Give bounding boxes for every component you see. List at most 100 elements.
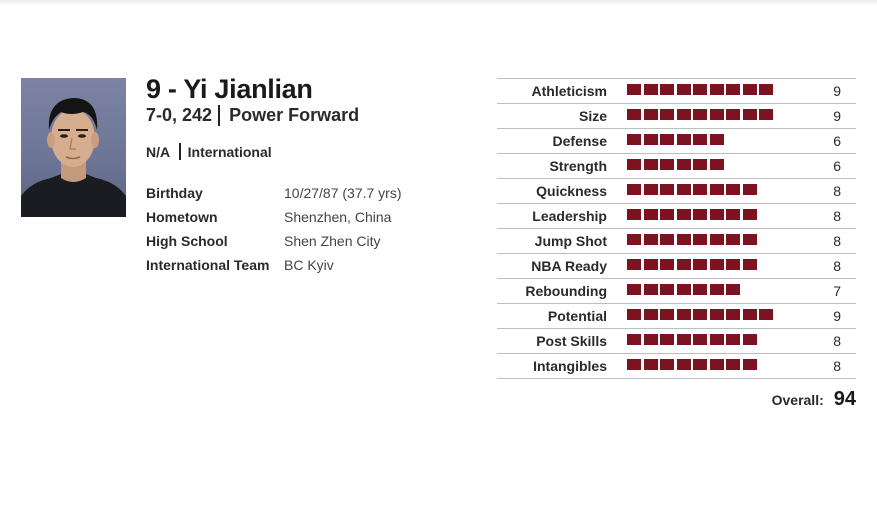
rating-bar-segment <box>627 234 641 245</box>
rating-bar-segment <box>693 309 707 320</box>
rating-row: Quickness 8 <box>497 179 856 204</box>
rating-bar-segment <box>693 359 707 370</box>
rating-bar-segment <box>726 309 740 320</box>
rating-bar-segment <box>742 234 757 245</box>
rating-bar <box>627 109 776 120</box>
rating-bar-segment <box>643 309 658 320</box>
rating-bar-segment <box>643 359 658 370</box>
rating-bar <box>627 159 726 170</box>
rating-label: Leadership <box>532 208 607 224</box>
rating-bar-segment <box>693 209 707 220</box>
rating-bar-segment <box>676 259 691 270</box>
rating-row: Strength 6 <box>497 154 856 179</box>
rating-bar-segment <box>759 109 773 120</box>
rating-bar <box>627 284 743 295</box>
rating-bar-segment <box>726 109 740 120</box>
rating-bar-segment <box>660 284 674 295</box>
player-size-position: 7-0, 242 Power Forward <box>146 105 359 126</box>
rating-bar <box>627 234 759 245</box>
rating-bar-segment <box>643 284 658 295</box>
rating-bar-segment <box>759 84 773 95</box>
player-position: Power Forward <box>229 105 360 125</box>
rating-bar-segment <box>726 209 740 220</box>
rating-bar-segment <box>660 184 674 195</box>
rating-value: 6 <box>833 158 841 174</box>
rating-bar-segment <box>627 184 641 195</box>
rating-bar-segment <box>643 184 658 195</box>
rating-bar-segment <box>676 334 691 345</box>
rating-row: Intangibles 8 <box>497 354 856 379</box>
rating-bar-segment <box>726 184 740 195</box>
rating-bar-segment <box>627 109 641 120</box>
rating-value: 7 <box>833 283 841 299</box>
rating-value: 8 <box>833 208 841 224</box>
rating-bar-segment <box>643 84 658 95</box>
rating-label: Strength <box>549 158 607 174</box>
player-details: Birthday 10/27/87 (37.7 yrs) Hometown Sh… <box>146 181 402 277</box>
player-college: N/A <box>146 143 171 160</box>
rating-label: Jump Shot <box>534 233 607 249</box>
rating-bar-segment <box>726 334 740 345</box>
rating-bar <box>627 134 726 145</box>
rating-row: Post Skills 8 <box>497 329 856 354</box>
rating-bar-segment <box>709 284 724 295</box>
rating-row: Rebounding 7 <box>497 279 856 304</box>
rating-bar <box>627 359 759 370</box>
rating-bar-segment <box>676 284 691 295</box>
divider <box>218 105 221 126</box>
rating-bar-segment <box>660 159 674 170</box>
detail-value: Shen Zhen City <box>284 233 381 249</box>
overall-label: Overall: <box>771 392 824 408</box>
rating-label: Quickness <box>536 183 607 199</box>
rating-row: Jump Shot 8 <box>497 229 856 254</box>
detail-label: High School <box>146 233 228 249</box>
rating-bar-segment <box>759 309 773 320</box>
rating-bar-segment <box>643 134 658 145</box>
rating-value: 9 <box>833 308 841 324</box>
rating-row: Size 9 <box>497 104 856 129</box>
overall-value: 94 <box>833 388 856 410</box>
rating-bar-segment <box>676 159 691 170</box>
rating-bar-segment <box>693 284 707 295</box>
rating-bar-segment <box>660 359 674 370</box>
player-name: 9 - Yi Jianlian <box>146 74 313 104</box>
rating-bar-segment <box>742 84 757 95</box>
rating-bar-segment <box>709 109 724 120</box>
rating-bar-segment <box>709 359 724 370</box>
detail-label: Birthday <box>146 185 203 201</box>
overall-rating: Overall: 94 <box>740 388 856 411</box>
rating-bar-segment <box>627 159 641 170</box>
detail-row-hometown: Hometown Shenzhen, China <box>146 205 402 229</box>
rating-bar-segment <box>643 334 658 345</box>
rating-value: 9 <box>833 83 841 99</box>
rating-bar-segment <box>660 259 674 270</box>
rating-bar-segment <box>660 84 674 95</box>
rating-bar-segment <box>676 84 691 95</box>
rating-row: NBA Ready 8 <box>497 254 856 279</box>
rating-bar-segment <box>709 84 724 95</box>
rating-bar-segment <box>709 159 724 170</box>
rating-bar-segment <box>627 134 641 145</box>
rating-bar-segment <box>627 259 641 270</box>
detail-label: Hometown <box>146 209 218 225</box>
rating-value: 9 <box>833 108 841 124</box>
rating-label: NBA Ready <box>531 258 607 274</box>
rating-bar-segment <box>726 259 740 270</box>
rating-value: 8 <box>833 233 841 249</box>
detail-value: BC Kyiv <box>284 257 334 273</box>
rating-bar-segment <box>742 359 757 370</box>
rating-value: 8 <box>833 358 841 374</box>
rating-bar <box>627 309 776 320</box>
rating-bar <box>627 84 776 95</box>
divider <box>179 143 181 160</box>
rating-row: Defense 6 <box>497 129 856 154</box>
rating-bar-segment <box>742 109 757 120</box>
rating-bar-segment <box>693 334 707 345</box>
rating-bar-segment <box>693 159 707 170</box>
rating-bar-segment <box>627 334 641 345</box>
rating-bar-segment <box>627 284 641 295</box>
rating-bar-segment <box>709 134 724 145</box>
rating-bar-segment <box>660 234 674 245</box>
rating-bar-segment <box>676 134 691 145</box>
rating-value: 8 <box>833 183 841 199</box>
